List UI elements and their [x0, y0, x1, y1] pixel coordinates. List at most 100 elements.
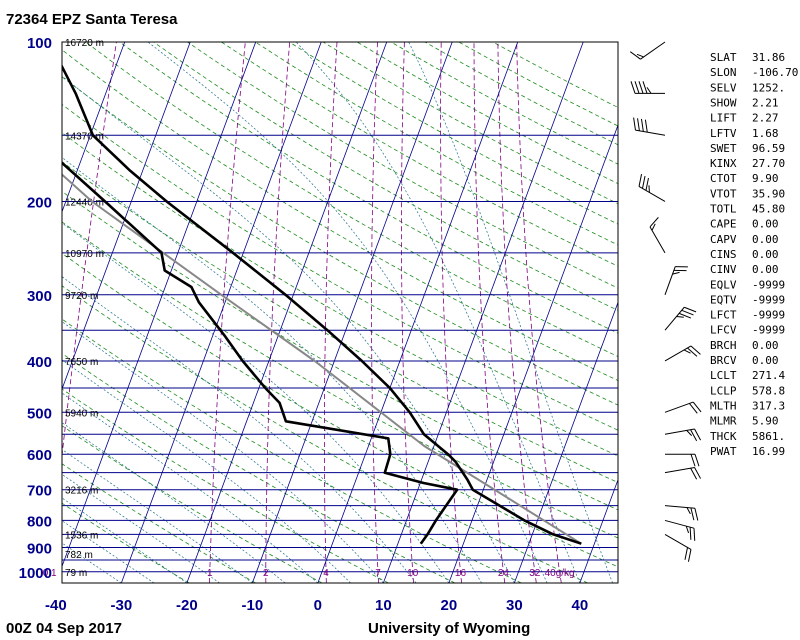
temperature-tick-label: -40 — [45, 597, 67, 614]
wind-barb — [664, 266, 688, 295]
isotherm-line — [317, 42, 519, 583]
mixing-ratio-label: 10 — [407, 568, 419, 579]
height-label: 3216 m — [65, 486, 98, 497]
wind-barb-staff — [640, 41, 666, 60]
height-label: 10970 m — [65, 249, 104, 260]
dry-adiabat-line — [153, 42, 618, 311]
index-value: 1.68 — [752, 127, 779, 140]
wind-barb-staff — [664, 401, 694, 413]
wind-barb-feather — [636, 53, 644, 58]
stability-indices: SLAT 31.86 SLON -106.70 SELV 1252. SHOW 2.21 LIF… — [710, 51, 798, 458]
footer-source: University of Wyoming — [368, 620, 530, 637]
temperature-trace — [62, 63, 582, 545]
wind-barb-feather — [687, 347, 698, 357]
dry-adiabat-line — [62, 252, 618, 568]
wind-barb-feather — [689, 527, 692, 540]
moist-adiabat-line — [62, 75, 515, 583]
wind-barb — [630, 81, 665, 94]
index-label: SHOW — [710, 96, 737, 109]
wind-barb — [664, 505, 699, 521]
isobars — [62, 42, 618, 583]
index-value: 0.00 — [752, 339, 779, 352]
pressure-tick-label: 1000 — [19, 565, 52, 582]
wind-barb-staff — [664, 533, 692, 550]
isotherm-line — [251, 42, 453, 583]
index-value: 35.90 — [752, 187, 785, 200]
index-label: MLTH — [710, 399, 737, 412]
height-label: 79 m — [65, 568, 87, 579]
mixing-ratio-label: 7 — [375, 568, 381, 579]
temperature-axis: -40 -30 -20 -10 0 10 20 30 40 — [45, 597, 588, 614]
wind-barb-feather — [686, 507, 691, 515]
wind-barb-feather — [637, 118, 640, 131]
pressure-tick-label: 100 — [27, 35, 52, 52]
wind-barb-feather — [638, 81, 644, 94]
temperature-tick-label: 0 — [314, 597, 322, 614]
wind-barb-feather — [672, 271, 680, 275]
mixing-ratio-line — [265, 42, 291, 583]
wind-barb-staff — [664, 428, 695, 435]
wind-barb-feather — [645, 177, 649, 191]
wind-barb-feather — [649, 217, 659, 228]
mixing-ratio-line — [371, 42, 379, 583]
plot-frame — [61, 41, 619, 584]
moist-adiabat-line — [408, 42, 613, 583]
height-label: 16720 m — [65, 38, 104, 49]
mixing-ratio-line — [62, 42, 117, 459]
mixing-ratio-label: 40g/kg — [545, 568, 575, 579]
dry-adiabat-line — [62, 76, 618, 406]
pressure-tick-label: 800 — [27, 513, 52, 530]
wind-barb-feather — [644, 119, 648, 133]
height-label: 7650 m — [65, 357, 98, 368]
index-value: 0.00 — [752, 263, 779, 276]
dry-adiabat-line — [62, 502, 190, 583]
pressure-tick-label: 900 — [27, 541, 52, 558]
index-label: CINS — [710, 248, 737, 261]
wind-barb-feather — [690, 467, 698, 480]
dry-adiabat-line — [62, 352, 456, 583]
wind-barb-feather — [638, 173, 643, 187]
moist-adiabat-line — [295, 42, 581, 583]
index-value: 1252. — [752, 81, 785, 94]
mixing-ratio-labels: 0.1 1 2 4 7 10 16 24 32 40g/kg — [43, 568, 575, 579]
isotherm-line — [382, 42, 584, 583]
wind-barb-feather — [694, 454, 700, 467]
mixing-ratio-line — [473, 42, 506, 583]
wind-barbs — [629, 41, 702, 562]
index-label: LCLP — [710, 384, 737, 397]
wind-barb-feather — [642, 81, 648, 94]
index-value: 45.80 — [752, 203, 785, 216]
wind-barb-feather — [689, 403, 698, 414]
index-value: -9999 — [752, 309, 785, 322]
pressure-axis: 100 200 300 400 500 600 700 800 900 1000 — [19, 35, 52, 582]
wind-barb-feather — [684, 306, 697, 313]
index-label: VTOT — [710, 187, 737, 200]
moist-adiabat-line — [62, 276, 417, 583]
temperature-tick-label: 20 — [441, 597, 458, 614]
index-value: -9999 — [752, 293, 785, 306]
index-label: BRCV — [710, 354, 737, 367]
pressure-tick-label: 600 — [27, 447, 52, 464]
pressure-tick-label: 700 — [27, 483, 52, 500]
wind-barb-staff — [664, 306, 685, 331]
wind-barb-feather — [690, 429, 698, 442]
wind-barb — [664, 306, 697, 331]
index-value: -9999 — [752, 278, 785, 291]
index-label: LFCT — [710, 309, 737, 322]
index-label: SWET — [710, 142, 737, 155]
index-value: -106.70 — [752, 66, 798, 79]
dry-adiabat-line — [62, 425, 323, 583]
index-label: CINV — [710, 263, 737, 276]
height-label: 1536 m — [65, 530, 98, 541]
wind-barb — [664, 401, 702, 414]
moist-adiabat-line — [62, 520, 155, 583]
wind-barb-feather — [692, 401, 702, 413]
moist-adiabat-line — [62, 497, 188, 583]
moist-adiabat-line — [62, 156, 482, 583]
index-value: 0.00 — [752, 248, 779, 261]
index-label: CTOT — [710, 172, 737, 185]
wind-barb — [638, 173, 666, 202]
index-label: SELV — [710, 81, 737, 94]
isotherm-line — [579, 478, 618, 583]
